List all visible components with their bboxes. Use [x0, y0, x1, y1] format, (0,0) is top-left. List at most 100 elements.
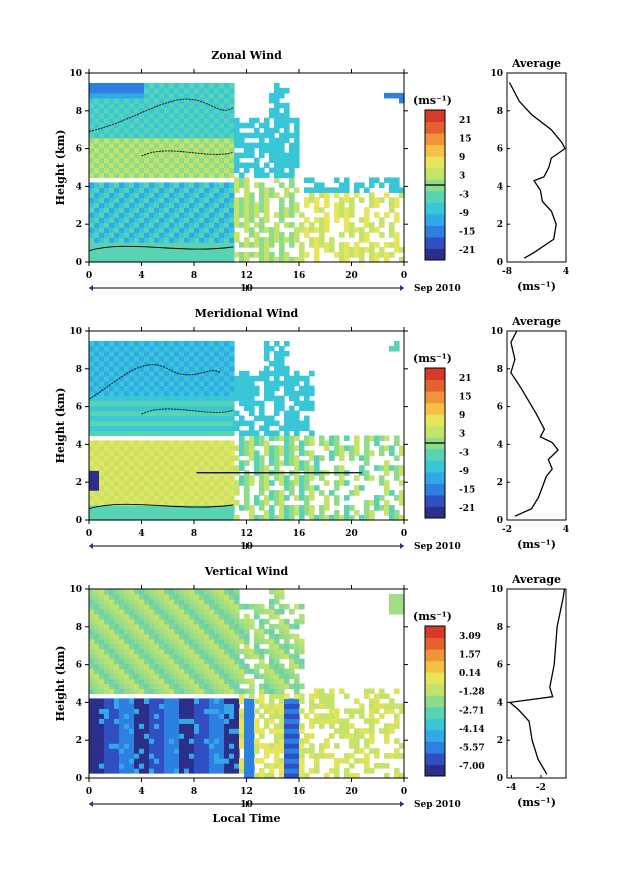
field-cell — [114, 167, 120, 174]
field-cell — [219, 410, 225, 417]
field-cell — [314, 237, 320, 243]
field-cell — [189, 688, 195, 695]
field-cell — [314, 693, 320, 700]
field-cell — [209, 202, 215, 208]
field-cell — [179, 763, 185, 769]
field-cell — [324, 202, 330, 208]
field-cell — [109, 87, 115, 94]
colorbar-swatch — [425, 695, 445, 708]
field-cell — [184, 633, 190, 640]
field-cell — [119, 252, 125, 258]
field-cell — [354, 510, 360, 516]
field-cell — [199, 485, 205, 491]
field-cell — [199, 147, 205, 154]
field-cell — [294, 227, 300, 233]
field-cell — [204, 147, 210, 154]
field-cell — [89, 465, 95, 471]
field-cell — [229, 345, 235, 352]
field-cell — [239, 430, 245, 437]
field-cell — [159, 713, 165, 719]
field-cell — [194, 633, 200, 640]
field-cell — [279, 495, 285, 501]
field-cell — [219, 187, 225, 193]
field-cell — [129, 658, 135, 665]
field-cell — [139, 743, 145, 749]
field-cell — [199, 460, 205, 466]
field-cell — [239, 505, 245, 511]
field-cell — [89, 653, 95, 660]
field-cell — [159, 92, 165, 99]
colorbar-swatch — [425, 729, 445, 742]
field-cell — [199, 395, 205, 402]
field-cell — [149, 668, 155, 675]
field-cell — [169, 515, 175, 521]
field-cell — [99, 480, 105, 486]
field-cell — [174, 112, 180, 119]
field-cell — [169, 673, 175, 680]
field-cell — [89, 455, 95, 461]
field-cell — [294, 723, 300, 729]
field-cell — [369, 450, 375, 456]
field-cell — [214, 217, 220, 223]
field-cell — [109, 340, 115, 347]
field-cell — [184, 618, 190, 625]
field-cell — [159, 197, 165, 203]
field-cell — [154, 613, 160, 620]
field-cell — [209, 107, 215, 114]
field-cell — [304, 510, 310, 516]
field-cell — [124, 132, 130, 139]
field-cell — [379, 475, 385, 481]
field-cell — [259, 485, 265, 491]
field-cell — [114, 122, 120, 129]
field-cell — [214, 733, 220, 739]
field-cell — [209, 390, 215, 397]
field-cell — [349, 450, 355, 456]
field-cell — [99, 420, 105, 427]
field-cell — [189, 167, 195, 174]
field-cell — [319, 693, 325, 700]
field-cell — [339, 723, 345, 729]
field-cell — [219, 480, 225, 486]
field-cell — [114, 515, 120, 521]
field-cell — [229, 340, 235, 347]
field-cell — [284, 102, 290, 109]
field-cell — [89, 237, 95, 243]
field-cell — [239, 638, 245, 645]
field-cell — [289, 653, 295, 660]
field-cell — [124, 425, 130, 432]
field-cell — [244, 728, 250, 734]
field-cell — [194, 390, 200, 397]
field-cell — [174, 495, 180, 501]
field-cell — [109, 112, 115, 119]
field-cell — [174, 92, 180, 99]
field-cell — [89, 758, 95, 764]
field-cell — [144, 227, 150, 233]
field-cell — [294, 187, 300, 193]
field-cell — [209, 613, 215, 620]
field-cell — [274, 748, 280, 754]
panel-title: Zonal Wind — [211, 49, 282, 62]
field-cell — [149, 340, 155, 347]
field-cell — [99, 425, 105, 432]
colorbar-label: -7.00 — [459, 762, 485, 772]
field-cell — [344, 723, 350, 729]
field-cell — [224, 713, 230, 719]
field-cell — [104, 678, 110, 685]
field-cell — [279, 500, 285, 506]
field-cell — [119, 753, 125, 759]
field-cell — [144, 638, 150, 645]
field-cell — [139, 227, 145, 233]
field-cell — [244, 763, 250, 769]
field-cell — [314, 217, 320, 223]
field-cell — [324, 480, 330, 486]
field-cell — [204, 763, 210, 769]
field-cell — [234, 713, 240, 719]
field-cell — [204, 395, 210, 402]
field-cell — [129, 753, 135, 759]
average-y-tick-label: 4 — [497, 182, 503, 192]
field-cell — [264, 668, 270, 675]
field-cell — [209, 167, 215, 174]
field-cell — [184, 242, 190, 248]
field-cell — [239, 603, 245, 610]
field-cell — [354, 450, 360, 456]
